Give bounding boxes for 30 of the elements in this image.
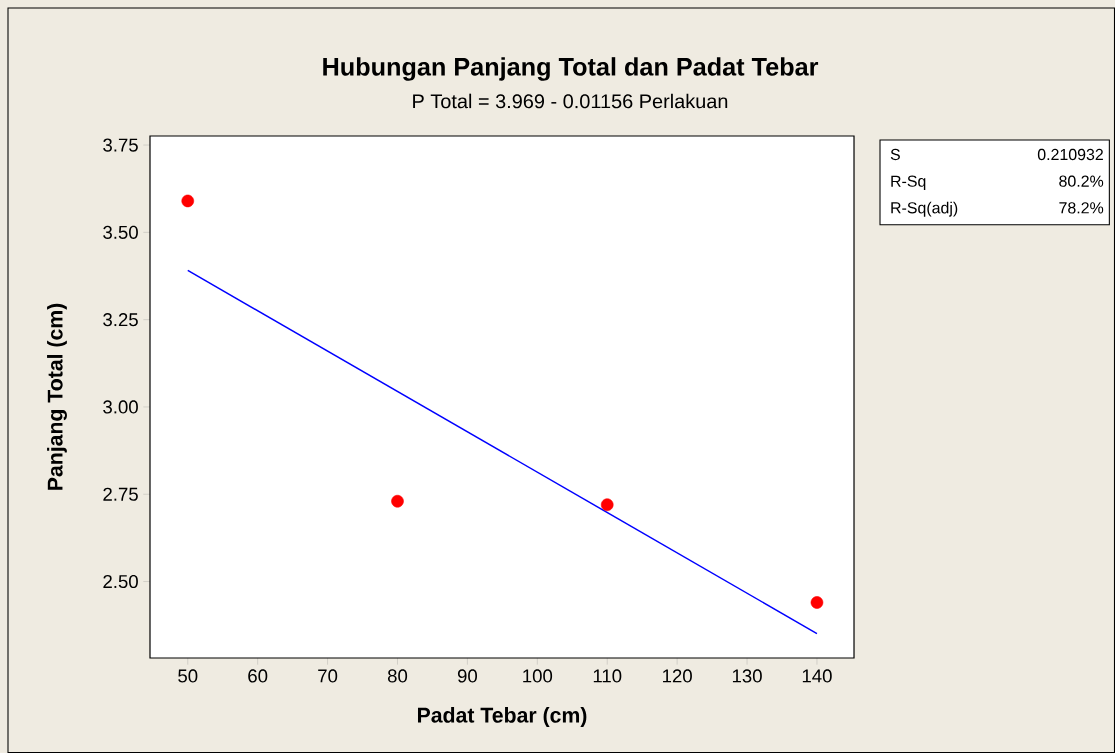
point bbox=[181, 194, 195, 208]
x-tick-label: 90 bbox=[457, 669, 478, 683]
text: 0.210932 bbox=[1037, 148, 1103, 161]
x-tick-label: 110 bbox=[593, 669, 622, 683]
chart-subtitle: P Total = 3.969 - 0.01156 Perlakuan bbox=[413, 93, 728, 109]
y-tick-label: 3.50 bbox=[103, 225, 138, 239]
point bbox=[810, 596, 824, 609]
x-tick-label: 50 bbox=[178, 669, 198, 683]
x-tick-label: 80 bbox=[387, 669, 408, 683]
y-axis-title: Panjang Total (cm) bbox=[47, 303, 67, 490]
x-tick-label: 130 bbox=[732, 669, 762, 683]
y-tick-label: 3.00 bbox=[103, 400, 138, 414]
x-tick-label: 70 bbox=[318, 669, 338, 683]
y-tick-label: 3.25 bbox=[103, 313, 138, 327]
point bbox=[391, 494, 404, 508]
text: 78.2% bbox=[1059, 202, 1104, 214]
text: S bbox=[890, 148, 900, 161]
x-tick-label: 100 bbox=[523, 669, 553, 683]
y-tick-label: 3.75 bbox=[103, 138, 138, 152]
x-tick-label: 60 bbox=[248, 669, 268, 683]
x-axis-title: Padat Tebar (cm) bbox=[417, 707, 587, 727]
x-tick-label: 120 bbox=[663, 669, 692, 683]
chart-title: Hubungan Panjang Total dan Padat Tebar bbox=[323, 57, 819, 81]
y-tick-label: 2.50 bbox=[103, 574, 138, 589]
text: 80.2% bbox=[1059, 175, 1104, 187]
y-tick-label: 2.75 bbox=[103, 487, 138, 501]
text: R-Sq(adj) bbox=[891, 201, 958, 217]
text: R-Sq bbox=[891, 175, 926, 190]
point bbox=[600, 498, 614, 511]
x-tick-label: 140 bbox=[802, 669, 832, 683]
